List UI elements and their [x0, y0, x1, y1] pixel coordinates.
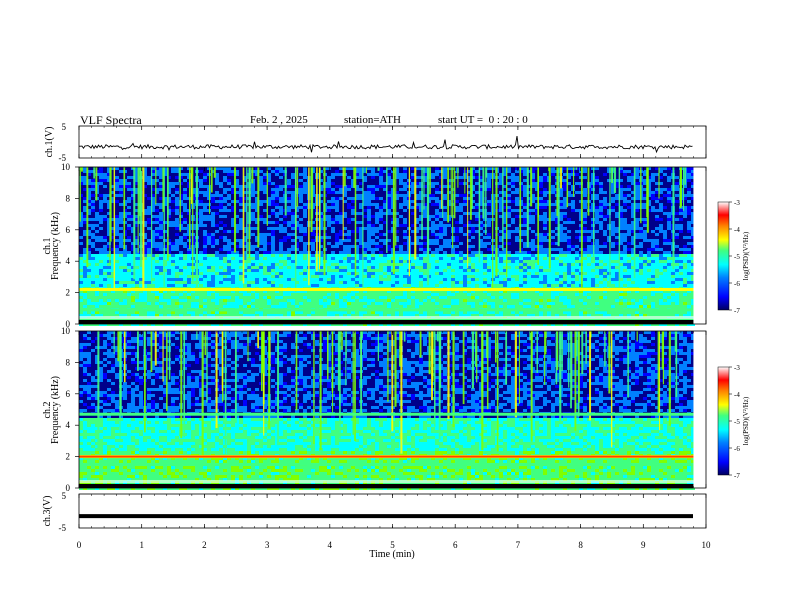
ch1-spec-ylabel-b: Frequency (kHz): [50, 212, 61, 280]
colorbar-tick-label: -6: [734, 445, 740, 453]
freq-tick-label: 0: [66, 319, 71, 329]
frequency-band: [79, 412, 694, 416]
frequency-band: [79, 462, 694, 466]
colorbar-tick-label: -4: [734, 226, 740, 234]
x-axis: 0 1 2 3 4 5 6 7 8 9 10: [77, 126, 711, 550]
freq-tick-label: 4: [66, 256, 71, 266]
colorbar-tick-label: -5: [734, 253, 740, 261]
colorbar-tick-label: -6: [734, 280, 740, 288]
ch3-ylabel: ch.3(V): [42, 496, 53, 527]
ch1-waveform-panel: 5 -5 ch.1(V): [44, 122, 707, 163]
x-tick-label: 10: [702, 540, 712, 550]
freq-tick-label: 0: [66, 483, 71, 493]
x-tick-label: 7: [516, 540, 521, 550]
ch1-spectrogram-image: [79, 167, 706, 326]
ch1-ytick-top: 5: [62, 122, 67, 132]
freq-tick-label: 6: [66, 225, 71, 235]
ch2-colorbar-label: log(PSD)(V²/Hz): [742, 396, 750, 445]
figure-title: VLF Spectra: [80, 113, 142, 127]
freq-tick-label: 10: [61, 326, 71, 336]
ch3-ytick-bottom: -5: [59, 523, 67, 533]
x-tick-label: 3: [265, 540, 270, 550]
freq-tick-label: 8: [66, 357, 71, 367]
ch1-colorbar: [717, 201, 730, 311]
start-ut-label: start UT = 0 : 20 : 0: [438, 114, 528, 126]
ch2-colorbar: [717, 366, 730, 476]
freq-tick-label: 2: [66, 452, 71, 462]
x-tick-label: 5: [390, 540, 395, 550]
colorbar-tick-label: -7: [734, 307, 740, 315]
x-tick-label: 0: [77, 540, 82, 550]
freq-tick-label: 4: [66, 420, 71, 430]
ch2-spec-ylabel-a: ch.2: [42, 402, 53, 419]
date-label: Feb. 2 , 2025: [250, 114, 308, 126]
ch2-spec-ylabel-b: Frequency (kHz): [50, 376, 61, 444]
x-tick-label: 9: [641, 540, 646, 550]
ch1-colorbar-label: log(PSD)(V²/Hz): [742, 231, 750, 280]
x-tick-label: 6: [453, 540, 458, 550]
freq-tick-label: 10: [61, 162, 71, 172]
ch1-ytick-bottom: -5: [59, 153, 67, 163]
colorbar-tick-label: -4: [734, 391, 740, 399]
frequency-band: [79, 287, 694, 291]
x-axis-label: Time (min): [369, 549, 414, 560]
ch3-ytick-top: 5: [62, 491, 67, 501]
ch1-waveform-trace: [79, 136, 693, 154]
x-tick-label: 2: [202, 540, 207, 550]
frequency-band: [79, 308, 694, 312]
station-label: station=ATH: [344, 114, 401, 126]
ch1-ylabel: ch.1(V): [44, 127, 55, 158]
colorbar-tick-label: -3: [734, 364, 740, 372]
colorbar-tick-label: -5: [734, 418, 740, 426]
freq-tick-label: 8: [66, 193, 71, 203]
colorbar-tick-label: -7: [734, 472, 740, 480]
frequency-band: [79, 317, 694, 321]
x-tick-label: 1: [139, 540, 144, 550]
freq-tick-label: 2: [66, 288, 71, 298]
x-tick-label: 8: [578, 540, 583, 550]
x-tick-label: 4: [328, 540, 333, 550]
colorbar-tick-label: -3: [734, 199, 740, 207]
freq-tick-label: 6: [66, 389, 71, 399]
ch1-spec-ylabel-a: ch.1: [42, 238, 53, 255]
ch2-spectrogram-image: [79, 331, 706, 490]
